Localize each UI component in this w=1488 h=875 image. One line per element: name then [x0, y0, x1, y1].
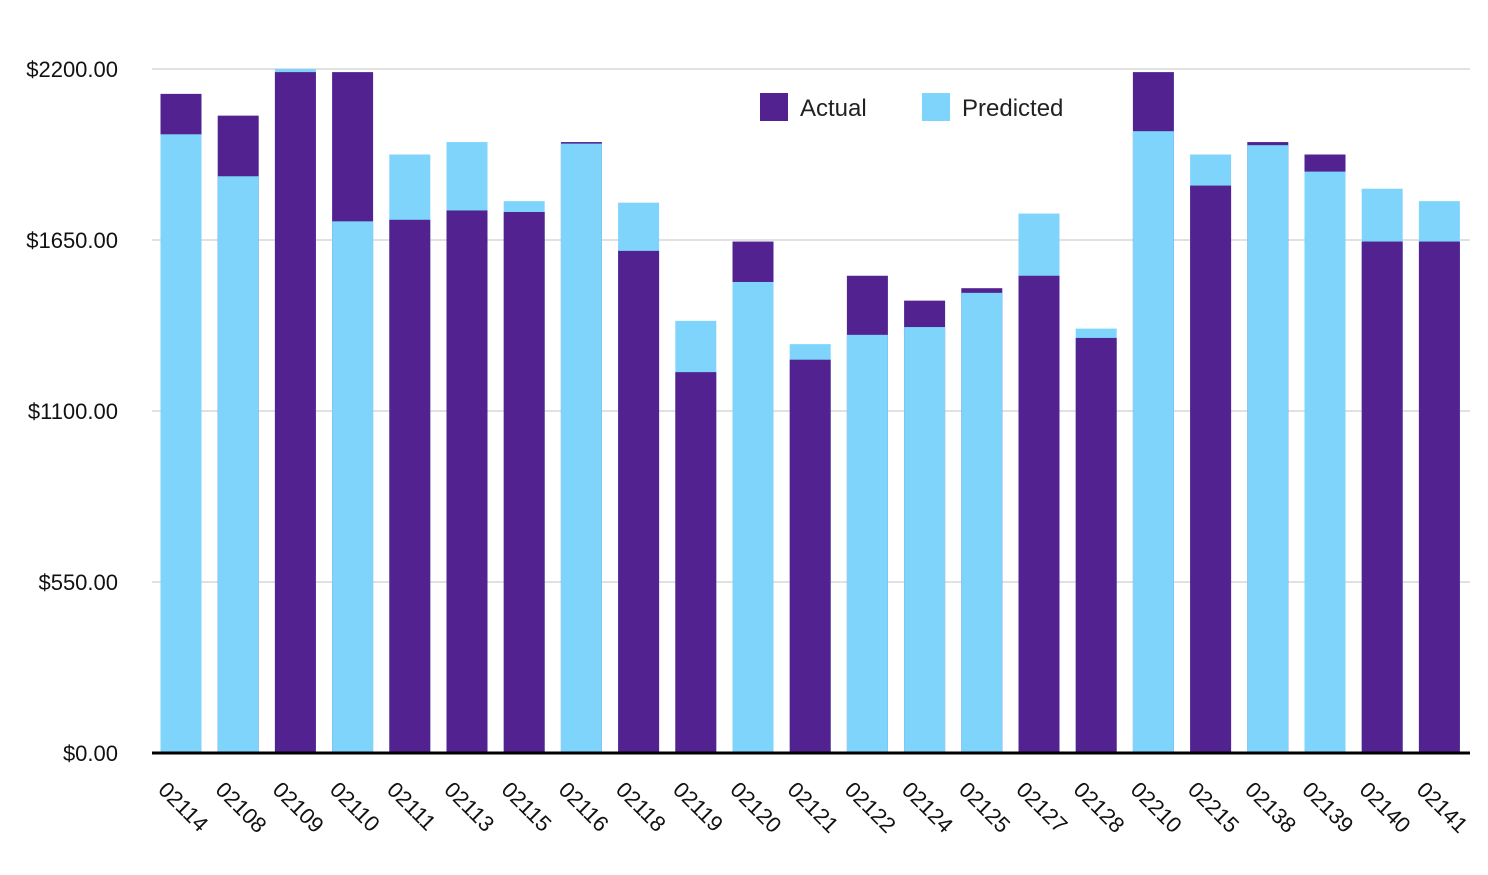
- bars: [160, 69, 1460, 754]
- x-tick-label: 02128: [1069, 777, 1130, 838]
- y-tick-label: $550.00: [38, 570, 118, 595]
- bar-predicted: [1304, 171, 1346, 754]
- bar-actual: [1018, 275, 1060, 753]
- legend-swatch: [760, 93, 788, 121]
- bar-actual: [618, 250, 660, 753]
- x-tick-label: 02127: [1011, 777, 1072, 838]
- y-tick-label: $1100.00: [28, 399, 118, 424]
- bar-predicted: [961, 292, 1003, 753]
- bar-predicted: [160, 134, 202, 754]
- bar-predicted: [1132, 131, 1174, 753]
- x-tick-label: 02118: [611, 777, 671, 837]
- bar-actual: [789, 359, 831, 753]
- x-tick-label: 02114: [153, 777, 213, 837]
- x-tick-label: 02141: [1412, 777, 1473, 838]
- bar-predicted: [217, 176, 259, 753]
- x-tick-label: 02113: [439, 777, 499, 837]
- x-tick-label: 02124: [897, 777, 958, 838]
- x-tick-label: 02120: [725, 777, 786, 838]
- x-tick-label: 02119: [668, 777, 728, 837]
- bar-actual: [446, 210, 488, 754]
- bar-actual: [675, 372, 717, 753]
- x-tick-label: 02139: [1297, 777, 1358, 838]
- x-tick-label: 02210: [1126, 777, 1187, 838]
- bar-predicted: [332, 221, 374, 753]
- legend-swatch: [922, 93, 950, 121]
- bar-predicted: [560, 143, 602, 754]
- x-tick-label: 02140: [1355, 777, 1416, 838]
- bar-actual: [1361, 241, 1403, 753]
- bar-actual: [389, 219, 431, 754]
- bar-actual: [1190, 185, 1232, 753]
- y-tick-label: $1650.00: [26, 228, 118, 253]
- x-tick-label: 02109: [268, 777, 329, 838]
- x-tick-label: 02138: [1240, 777, 1301, 838]
- bar-predicted: [1247, 145, 1289, 753]
- x-tick-label: 02116: [554, 777, 614, 837]
- bar-predicted: [904, 327, 946, 753]
- x-tick-label: 02215: [1183, 777, 1244, 838]
- x-tick-label: 02108: [211, 777, 272, 838]
- bar-actual: [1075, 337, 1117, 753]
- x-tick-label: 02125: [954, 777, 1015, 838]
- bar-predicted: [846, 334, 888, 753]
- bar-actual: [274, 72, 316, 754]
- legend: Actual Predicted: [760, 93, 1063, 122]
- y-tick-label: $2200.00: [26, 57, 118, 82]
- x-tick-label: 02110: [325, 777, 385, 837]
- x-tick-label: 02111: [382, 777, 441, 836]
- y-tick-label: $0.00: [63, 741, 118, 766]
- bar-actual: [1418, 241, 1460, 753]
- x-tick-label: 02121: [783, 777, 844, 838]
- x-tick-label: 02122: [840, 777, 901, 838]
- legend-label: Predicted: [962, 95, 1063, 122]
- bar-predicted: [732, 281, 774, 753]
- legend-label: Actual: [800, 95, 867, 122]
- x-tick-label: 02115: [497, 777, 557, 837]
- bar-actual: [503, 212, 545, 753]
